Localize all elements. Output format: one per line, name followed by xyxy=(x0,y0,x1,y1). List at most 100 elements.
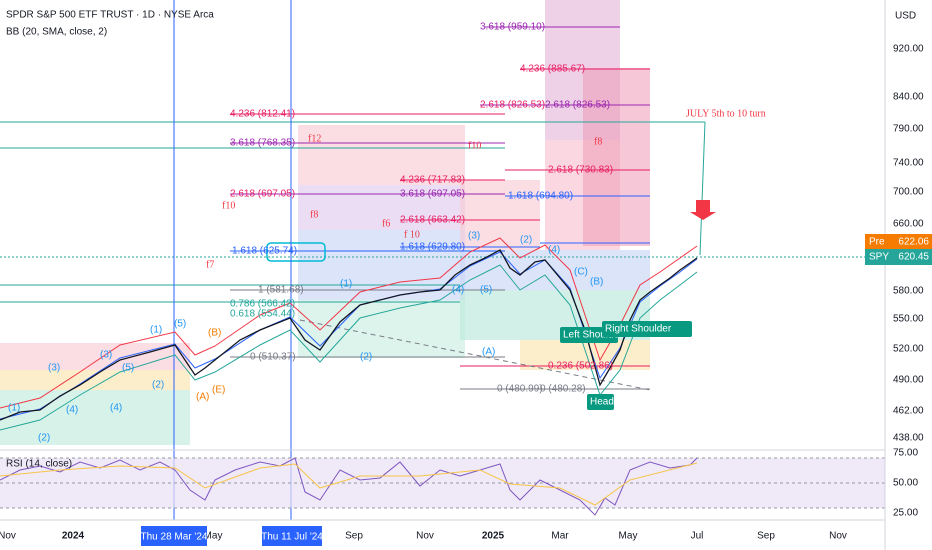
pattern-tag xyxy=(587,394,614,410)
wave-label: (1) xyxy=(8,403,20,414)
rsi-tick: 50.00 xyxy=(893,478,918,489)
time-tick: Sep xyxy=(757,531,775,542)
fib-label: 0 (480.99) xyxy=(497,384,543,395)
pattern-label: Head xyxy=(590,397,614,408)
fib-label: 4.236 (717.83) xyxy=(400,175,465,186)
fib-label: 1.618 (694.80) xyxy=(508,191,573,202)
fib-label: 3.618 (959.10) xyxy=(480,22,545,33)
fib-label: 0 (510.37) xyxy=(250,352,296,363)
rsi-band xyxy=(0,458,885,508)
wave-label: (B) xyxy=(590,277,603,288)
arrow-down xyxy=(690,200,716,220)
fib-label: 0.786 (566.42) xyxy=(230,299,295,310)
zones xyxy=(0,0,650,445)
indicator: BB (20, SMA, close, 2) xyxy=(6,27,107,38)
time-tick: Sep xyxy=(345,531,363,542)
date-tag xyxy=(141,526,207,546)
price-tick: 740.00 xyxy=(893,158,924,169)
wave-label: (1) xyxy=(150,325,162,336)
price-tick: 920.00 xyxy=(893,44,924,55)
wave-label: (2) xyxy=(152,380,164,391)
annotation: f7 xyxy=(206,259,214,270)
price-tick: 580.00 xyxy=(893,286,924,297)
price-tag-label: Pre xyxy=(869,237,885,248)
annotation: f 10 xyxy=(404,229,420,240)
fib-label: 0.236 (502.86) xyxy=(548,361,613,372)
rsi-ma xyxy=(0,462,698,506)
time-tick: Mar xyxy=(551,531,569,542)
price-tag-label: SPY xyxy=(869,252,889,263)
wave-label: (B) xyxy=(208,328,221,339)
price-tag xyxy=(865,234,932,250)
price-tick: 550.00 xyxy=(893,314,924,325)
annotation: f6 xyxy=(382,218,390,229)
wave-label: (5) xyxy=(480,285,492,296)
price-tick: 700.00 xyxy=(893,187,924,198)
annotation: f10 xyxy=(468,140,481,151)
date-tag xyxy=(262,526,322,546)
annotation: f12 xyxy=(308,133,321,144)
wave-label: (1) xyxy=(340,279,352,290)
fib-label: 2.618 (730.83) xyxy=(548,165,613,176)
pattern-label: Left Shoulder xyxy=(563,330,623,341)
fib-label: 3.618 (697.05) xyxy=(400,189,465,200)
fib-lines xyxy=(0,26,885,391)
annotation: JULY 5th to 10 turn xyxy=(686,108,766,119)
fib-label: 2.618 (826.53) xyxy=(480,100,545,111)
price-tick: 490.00 xyxy=(893,375,924,386)
fib-label: 4.236 (885.67) xyxy=(520,64,585,75)
time-tick: 2025 xyxy=(482,531,505,542)
rsi-tick: 75.00 xyxy=(893,448,918,459)
fib-label: 2.618 (697.05) xyxy=(230,189,295,200)
wave-label: (3) xyxy=(100,350,112,361)
wave-label: (3) xyxy=(48,363,60,374)
wave-label: (C) xyxy=(574,267,588,278)
time-tick: May xyxy=(204,531,223,542)
fib-label: 3.618 (768.35) xyxy=(230,138,295,149)
price-tag-value: 620.45 xyxy=(898,252,929,263)
price-tick: 438.00 xyxy=(893,433,924,444)
fib-label: 1.618 (629.80) xyxy=(400,242,465,253)
wave-label: (5) xyxy=(174,319,186,330)
time-tick: Nov xyxy=(829,531,847,542)
wave-label: (E) xyxy=(212,385,225,396)
wave-label: (2) xyxy=(520,235,532,246)
price-tag-value: 622.06 xyxy=(898,237,929,248)
wave-label: (5) xyxy=(122,363,134,374)
price-tick: 462.00 xyxy=(893,406,924,417)
fib-label: 1.618 (625.74) xyxy=(232,246,297,257)
highlight-box xyxy=(266,242,326,262)
annotation: f8 xyxy=(594,136,602,147)
fib-label: 4.236 (812.41) xyxy=(230,109,295,120)
fib-label: 0.618 (554.44) xyxy=(230,309,295,320)
price-tick: 790.00 xyxy=(893,124,924,135)
title: SPDR S&P 500 ETF TRUST · 1D · NYSE Arca xyxy=(6,10,214,21)
fib-label: 2.618 (663.42) xyxy=(400,215,465,226)
wave-label: (3) xyxy=(468,231,480,242)
wave-label: (2) xyxy=(360,352,372,363)
wave-label: (A) xyxy=(482,347,495,358)
time-tick: Jul xyxy=(691,531,704,542)
wave-label: (A) xyxy=(196,392,209,403)
fib-label: 2.618 (826.53) xyxy=(545,100,610,111)
wave-label: (2) xyxy=(38,433,50,444)
price-tag xyxy=(865,249,932,265)
date-tag-text: Thu 28 Mar '24 xyxy=(141,532,208,543)
currency: USD xyxy=(895,11,916,22)
pattern-tag xyxy=(602,321,692,337)
fib-label: 0 (480.28) xyxy=(540,384,586,395)
time-tick: 2024 xyxy=(62,531,85,542)
rsi-label: RSI (14, close) xyxy=(6,459,72,470)
time-tick: Nov xyxy=(416,531,434,542)
time-tick: May xyxy=(619,531,638,542)
price-tick: 660.00 xyxy=(893,219,924,230)
rsi-tick: 25.00 xyxy=(893,508,918,519)
fib-label: 1 (581.68) xyxy=(258,285,304,296)
time-tick: Nov xyxy=(0,531,16,542)
wave-label: (4) xyxy=(452,285,464,296)
wave-label: (4) xyxy=(548,245,560,256)
price-tick: 840.00 xyxy=(893,92,924,103)
pattern-label: Right Shoulder xyxy=(605,324,672,335)
date-tag-text: Thu 11 Jul '24 xyxy=(261,532,323,543)
